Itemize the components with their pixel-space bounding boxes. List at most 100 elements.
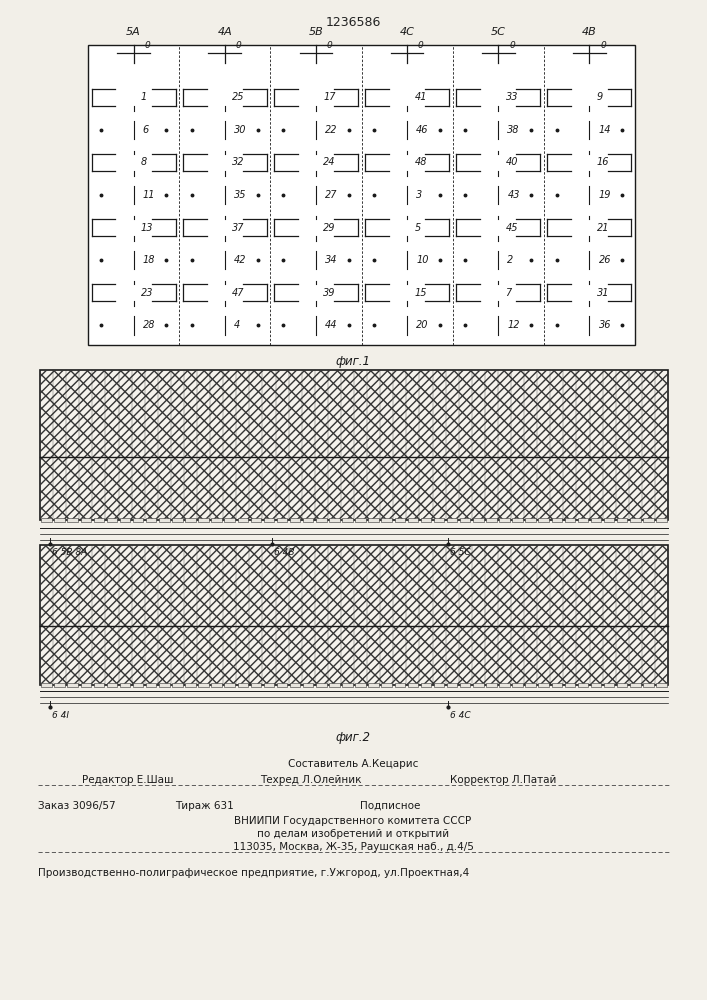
Text: 42: 42: [234, 255, 246, 265]
Bar: [408, 683, 418, 687]
Text: 31: 31: [597, 288, 609, 298]
Bar: [40, 370, 668, 457]
Bar: [486, 518, 496, 522]
Text: 33: 33: [506, 92, 518, 102]
Text: Корректор Л.Патай: Корректор Л.Патай: [450, 775, 556, 785]
Bar: [40, 457, 668, 520]
Text: 46: 46: [416, 125, 428, 135]
Bar: [421, 518, 431, 522]
Text: 40: 40: [506, 157, 518, 167]
Bar: [67, 518, 78, 522]
Text: Заказ 3096/57: Заказ 3096/57: [38, 801, 116, 811]
Bar: [54, 518, 65, 522]
Bar: [329, 518, 339, 522]
Bar: [41, 518, 52, 522]
Text: 43: 43: [508, 190, 520, 200]
Bar: [408, 518, 418, 522]
Bar: [185, 683, 196, 687]
Text: 113035, Москва, Ж-35, Раушская наб., д.4/5: 113035, Москва, Ж-35, Раушская наб., д.4…: [233, 842, 474, 852]
Text: 0: 0: [144, 41, 151, 50]
Text: 32: 32: [232, 157, 245, 167]
Bar: [316, 683, 327, 687]
Text: 6 5C: 6 5C: [450, 548, 471, 557]
Text: Производственно-полиграфическое предприятие, г.Ужгород, ул.Проектная,4: Производственно-полиграфическое предприя…: [38, 868, 469, 878]
Bar: [604, 683, 614, 687]
Bar: [434, 683, 444, 687]
Bar: [303, 518, 313, 522]
Text: 28: 28: [143, 320, 156, 330]
Bar: [630, 683, 641, 687]
Bar: [211, 683, 222, 687]
Bar: [604, 518, 614, 522]
Bar: [356, 683, 366, 687]
Bar: [382, 683, 392, 687]
Bar: [460, 683, 470, 687]
Text: 6 4B: 6 4B: [274, 548, 295, 557]
Bar: [591, 518, 601, 522]
Text: 19: 19: [599, 190, 611, 200]
Text: 41: 41: [414, 92, 427, 102]
Text: 9: 9: [597, 92, 603, 102]
Bar: [159, 518, 170, 522]
Text: 35: 35: [234, 190, 246, 200]
Bar: [93, 518, 104, 522]
Bar: [539, 518, 549, 522]
Bar: [172, 683, 182, 687]
Bar: [40, 626, 668, 685]
Bar: [447, 683, 457, 687]
Bar: [40, 370, 668, 520]
Bar: [290, 683, 300, 687]
Text: 23: 23: [141, 288, 153, 298]
Bar: [40, 370, 668, 457]
Bar: [395, 683, 405, 687]
Bar: [395, 518, 405, 522]
Bar: [107, 683, 117, 687]
Bar: [551, 518, 562, 522]
Bar: [107, 518, 117, 522]
Bar: [473, 683, 484, 687]
Bar: [81, 683, 91, 687]
Text: 2: 2: [508, 255, 513, 265]
Text: 30: 30: [234, 125, 246, 135]
Bar: [40, 457, 668, 520]
Bar: [172, 518, 182, 522]
Bar: [119, 683, 130, 687]
Bar: [93, 683, 104, 687]
Bar: [368, 518, 379, 522]
Text: Техред Л.Олейник: Техред Л.Олейник: [260, 775, 361, 785]
Bar: [342, 683, 353, 687]
Text: 34: 34: [325, 255, 337, 265]
Text: Редактор Е.Шаш: Редактор Е.Шаш: [82, 775, 173, 785]
Text: 29: 29: [323, 223, 336, 233]
Bar: [565, 683, 575, 687]
Text: 20: 20: [416, 320, 428, 330]
Bar: [486, 683, 496, 687]
Text: 27: 27: [325, 190, 337, 200]
Text: 16: 16: [597, 157, 609, 167]
Text: фиг.1: фиг.1: [336, 355, 370, 367]
Text: Подписное: Подписное: [360, 801, 421, 811]
Text: 0: 0: [235, 41, 241, 50]
Text: 25: 25: [232, 92, 245, 102]
Text: 7: 7: [506, 288, 512, 298]
Text: Составитель А.Кецарис: Составитель А.Кецарис: [288, 759, 418, 769]
Bar: [525, 518, 536, 522]
Bar: [88, 45, 635, 345]
Bar: [41, 683, 52, 687]
Bar: [643, 518, 653, 522]
Text: 4: 4: [234, 320, 240, 330]
Bar: [656, 683, 667, 687]
Bar: [67, 683, 78, 687]
Text: 5: 5: [414, 223, 421, 233]
Bar: [656, 518, 667, 522]
Text: 48: 48: [414, 157, 427, 167]
Text: 1236586: 1236586: [325, 15, 380, 28]
Bar: [421, 683, 431, 687]
Bar: [133, 683, 144, 687]
Bar: [146, 683, 156, 687]
Bar: [303, 683, 313, 687]
Text: 6 4I: 6 4I: [52, 711, 69, 720]
Bar: [225, 683, 235, 687]
Bar: [40, 545, 668, 626]
Text: 6: 6: [143, 125, 149, 135]
